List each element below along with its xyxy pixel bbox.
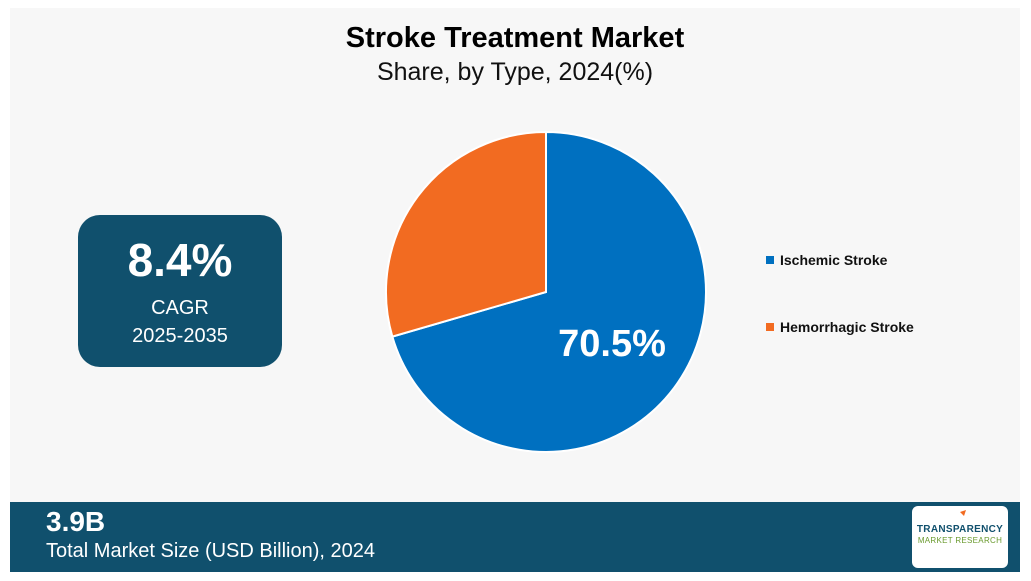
- cagr-label: CAGR: [151, 297, 209, 319]
- legend-swatch-hemorrhagic: [766, 323, 774, 332]
- cagr-card: 8.4% CAGR 2025-2035: [78, 215, 282, 367]
- pie-chart: 70.5%: [385, 130, 707, 453]
- legend-label-ischemic: Ischemic Stroke: [780, 252, 888, 268]
- chart-canvas: Stroke Treatment Market Share, by Type, …: [10, 8, 1020, 572]
- pie-slice-ischemic: [391, 130, 707, 453]
- logo-text-line1: TRANSPARENCY: [916, 524, 1004, 535]
- market-size-value: 3.9B: [46, 506, 106, 537]
- chart-title: Stroke Treatment Market: [345, 22, 685, 54]
- market-size-footer: 3.9B Total Market Size (USD Billion), 20…: [10, 502, 1020, 572]
- legend-item-hemorrhagic: Hemorrhagic Stroke: [766, 319, 914, 335]
- logo-text-line2: MARKET RESEARCH: [917, 536, 1003, 545]
- cagr-value: 8.4%: [127, 234, 233, 286]
- legend-label-hemorrhagic: Hemorrhagic Stroke: [780, 319, 914, 335]
- logo-arrow-icon: [954, 510, 966, 522]
- cagr-period: 2025-2035: [132, 325, 228, 347]
- chart-subtitle: Share, by Type, 2024(%): [376, 58, 654, 86]
- market-size-label: Total Market Size (USD Billion), 2024: [46, 540, 376, 562]
- legend-swatch-ischemic: [766, 256, 774, 265]
- company-logo: TRANSPARENCY MARKET RESEARCH: [912, 506, 1008, 568]
- data-label-ischemic: 70.5%: [558, 323, 666, 365]
- pie-slice-hemorrhagic: [385, 130, 547, 338]
- legend-item-ischemic: Ischemic Stroke: [766, 252, 887, 268]
